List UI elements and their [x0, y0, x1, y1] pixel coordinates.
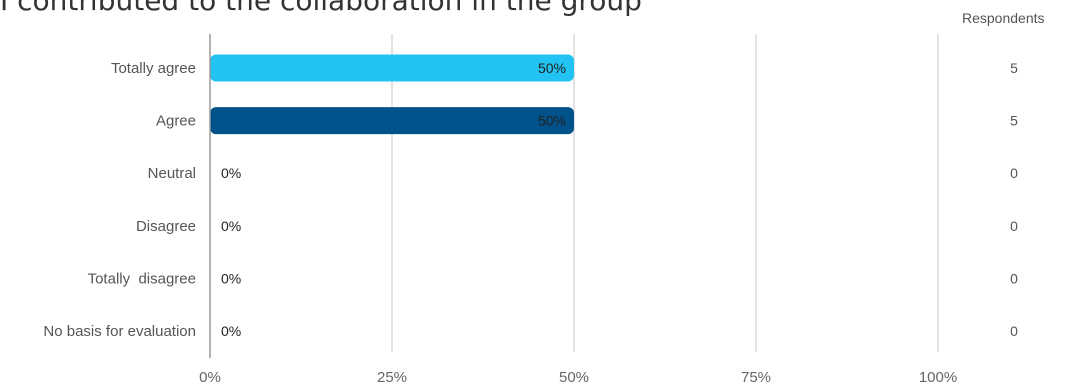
data-label: 50% — [538, 60, 566, 76]
bar[interactable] — [210, 107, 574, 135]
data-label: 0% — [221, 323, 241, 339]
x-tick-label: 50% — [559, 369, 589, 386]
data-label: 0% — [221, 165, 241, 181]
bar[interactable] — [210, 54, 574, 82]
respondents-count: 0 — [1010, 323, 1018, 339]
category-label: Disagree — [136, 218, 196, 235]
category-label: Totally agree — [111, 60, 196, 77]
respondents-count: 0 — [1010, 270, 1018, 286]
category-label: No basis for evaluation — [43, 323, 196, 340]
category-label: Agree — [156, 113, 196, 130]
respondents-count: 0 — [1010, 165, 1018, 181]
chart-title: I contributed to the collaboration in th… — [0, 0, 642, 17]
category-label: Totally disagree — [88, 270, 196, 287]
data-label: 0% — [221, 218, 241, 234]
respondents-count: 5 — [1010, 113, 1018, 129]
respondents-count: 0 — [1010, 218, 1018, 234]
x-tick-label: 100% — [919, 369, 957, 386]
x-tick-label: 75% — [741, 369, 771, 386]
x-tick-label: 0% — [199, 369, 221, 386]
x-tick-label: 25% — [377, 369, 407, 386]
respondents-header: Respondents — [962, 10, 1045, 26]
data-label: 50% — [538, 113, 566, 129]
data-label: 0% — [221, 270, 241, 286]
respondents-count: 5 — [1010, 60, 1018, 76]
category-label: Neutral — [148, 165, 196, 182]
